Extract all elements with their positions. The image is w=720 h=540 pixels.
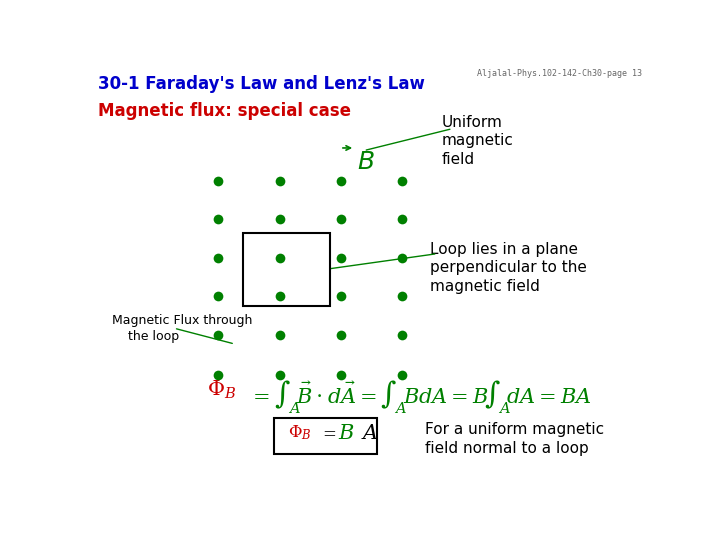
Text: $A$: $A$ [361, 423, 378, 443]
Text: $\Phi_B$: $\Phi_B$ [288, 423, 312, 442]
Text: Magnetic flux: special case: Magnetic flux: special case [99, 102, 351, 120]
Text: $= $: $= $ [319, 423, 336, 441]
Text: $= \int_A \!\vec{B} \cdot d\vec{A} = \int_A \!BdA = B\!\int_A \!dA = BA$: $= \int_A \!\vec{B} \cdot d\vec{A} = \in… [249, 379, 592, 416]
Text: $\Phi_B$: $\Phi_B$ [207, 379, 237, 401]
Text: $B$: $B$ [356, 150, 374, 174]
Text: 30-1 Faraday's Law and Lenz's Law: 30-1 Faraday's Law and Lenz's Law [99, 75, 426, 93]
Bar [243, 233, 330, 306]
Text: Aljalal-Phys.102-142-Ch30-page 13: Aljalal-Phys.102-142-Ch30-page 13 [477, 69, 642, 78]
Text: For a uniform magnetic
field normal to a loop: For a uniform magnetic field normal to a… [425, 422, 604, 456]
Text: Uniform
magnetic
field: Uniform magnetic field [441, 114, 513, 167]
Text: $B$: $B$ [338, 423, 355, 443]
Bar [274, 418, 377, 454]
Text: Magnetic Flux through
    the loop: Magnetic Flux through the loop [112, 314, 253, 343]
Text: Loop lies in a plane
perpendicular to the
magnetic field: Loop lies in a plane perpendicular to th… [431, 241, 588, 294]
